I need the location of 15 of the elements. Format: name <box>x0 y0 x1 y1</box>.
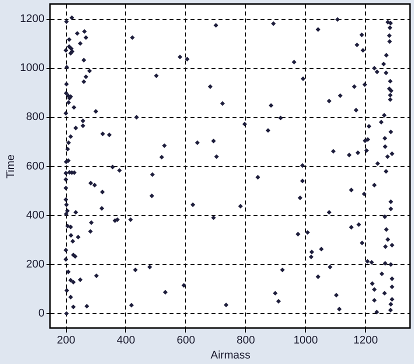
y-tick-label: 0 <box>38 307 44 320</box>
x-tick-label: 800 <box>236 334 255 346</box>
y-tick-label: 200 <box>26 258 44 270</box>
x-tick-label: 600 <box>176 334 196 346</box>
y-axis-title: Time <box>5 154 18 179</box>
y-tick-label: 1000 <box>20 62 44 74</box>
x-tick-label: 1200 <box>353 334 378 346</box>
x-tick-label: 200 <box>56 334 76 346</box>
x-tick-label: 1000 <box>293 334 318 346</box>
y-tick-label: 800 <box>26 111 44 124</box>
y-tick-label: 1200 <box>20 13 44 26</box>
y-tick-label: 600 <box>26 160 44 172</box>
y-tick-label: 400 <box>26 209 44 222</box>
x-axis-title: Airmass <box>210 350 251 362</box>
x-tick-label: 400 <box>116 334 136 346</box>
